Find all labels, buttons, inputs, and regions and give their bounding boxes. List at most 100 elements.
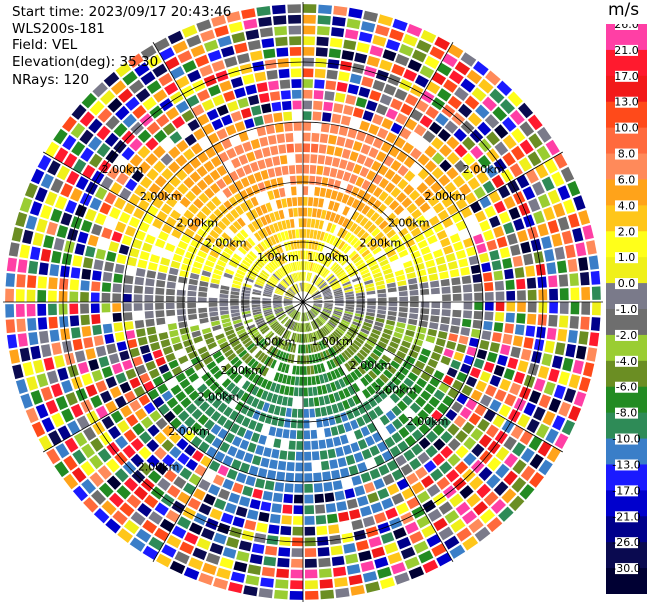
range-gate-cell xyxy=(235,272,245,279)
range-gate-cell xyxy=(319,314,328,321)
range-gate-cell xyxy=(325,503,337,513)
range-gate-cell xyxy=(145,234,156,245)
range-gate-cell xyxy=(303,164,310,174)
range-gate-cell xyxy=(265,225,272,236)
range-gate-cell xyxy=(468,337,480,348)
range-gate-cell xyxy=(394,327,405,334)
range-gate-cell xyxy=(409,531,424,544)
range-gate-cell xyxy=(446,367,458,378)
range-gate-cell xyxy=(331,27,345,38)
range-gate-cell xyxy=(580,272,590,286)
range-gate-cell xyxy=(240,202,249,213)
range-gate-cell xyxy=(343,286,353,291)
range-gate-cell xyxy=(155,462,169,476)
range-gate-cell xyxy=(89,472,104,487)
range-gate-cell xyxy=(135,528,152,543)
range-gate-cell xyxy=(251,455,262,466)
range-gate-cell xyxy=(424,145,437,158)
range-gate-cell xyxy=(527,289,537,301)
range-gate-cell xyxy=(165,352,176,363)
range-gate-cell xyxy=(361,249,371,258)
range-gate-cell xyxy=(255,281,264,287)
range-gate-cell xyxy=(91,369,103,382)
range-gate-cell xyxy=(463,310,473,319)
range-gate-cell xyxy=(387,552,403,565)
range-gate-cell xyxy=(175,372,187,383)
range-gate-cell xyxy=(340,321,349,328)
range-gate-cell xyxy=(374,321,384,328)
range-gate-cell xyxy=(304,558,317,568)
range-gate-cell xyxy=(48,277,58,290)
range-gate-cell xyxy=(390,187,402,198)
range-gate-cell xyxy=(265,315,275,321)
range-gate-cell xyxy=(591,286,601,300)
range-gate-cell xyxy=(441,309,451,317)
range-gate-cell xyxy=(549,302,558,314)
range-gate-cell xyxy=(125,225,137,237)
range-gate-cell xyxy=(365,435,375,447)
range-gate-cell xyxy=(483,229,495,242)
range-gate-cell xyxy=(214,451,226,463)
range-gate-cell xyxy=(323,270,330,278)
range-gate-cell xyxy=(326,69,338,80)
range-gate-cell xyxy=(201,388,213,399)
range-gate-cell xyxy=(366,238,376,248)
range-gate-cell xyxy=(391,492,405,505)
range-gate-cell xyxy=(402,395,413,406)
range-gate-cell xyxy=(19,244,31,259)
instrument-label: WLS200s-181 xyxy=(12,20,105,37)
range-gate-cell xyxy=(206,200,217,212)
range-gate-cell xyxy=(188,372,199,383)
range-gate-cell xyxy=(252,289,262,294)
range-gate-cell xyxy=(289,309,296,317)
range-gate-cell xyxy=(198,291,207,297)
colorbar-tick-label: 2.0 xyxy=(618,225,636,238)
range-gate-cell xyxy=(394,88,408,101)
range-gate-cell xyxy=(365,283,375,289)
range-gate-cell xyxy=(255,206,264,217)
range-gate-cell xyxy=(198,503,212,516)
range-gate-cell xyxy=(183,177,195,189)
range-gate-cell xyxy=(179,467,193,480)
range-gate-cell xyxy=(509,163,523,178)
range-gate-cell xyxy=(343,315,352,321)
range-gate-cell xyxy=(247,174,256,185)
range-gate-cell xyxy=(313,303,322,306)
range-gate-cell xyxy=(255,478,266,489)
range-gate-cell xyxy=(111,231,123,243)
range-gate-cell xyxy=(386,365,397,375)
range-gate-cell xyxy=(446,136,460,150)
range-gate-cell xyxy=(40,248,52,262)
range-gate-cell xyxy=(57,425,71,441)
range-gate-cell xyxy=(170,384,182,396)
range-gate-cell xyxy=(447,423,460,436)
range-gate-cell xyxy=(229,170,239,182)
range-gate-cell xyxy=(353,339,362,348)
range-gate-cell xyxy=(88,136,102,151)
range-gate-cell xyxy=(274,123,284,133)
colorbar-tick-background xyxy=(615,537,638,549)
range-gate-cell xyxy=(363,235,373,245)
range-gate-cell xyxy=(361,192,372,203)
range-gate-cell xyxy=(330,545,343,556)
range-gate-cell xyxy=(199,401,210,412)
range-gate-cell xyxy=(295,164,303,174)
range-gate-cell xyxy=(308,273,313,282)
range-gate-cell xyxy=(286,276,293,284)
range-gate-cell xyxy=(243,429,254,440)
range-gate-cell xyxy=(308,197,314,206)
range-gate-cell xyxy=(381,240,391,249)
range-gate-cell xyxy=(256,376,265,386)
range-gate-cell xyxy=(485,384,497,397)
range-gate-cell xyxy=(135,268,146,277)
range-gate-cell xyxy=(333,392,341,402)
range-gate-cell xyxy=(274,166,282,177)
range-gate-cell xyxy=(250,265,260,273)
range-gate-cell xyxy=(286,331,292,340)
range-gate-cell xyxy=(294,376,300,386)
range-gate-cell xyxy=(305,569,318,579)
range-ring-label: 2.00km xyxy=(140,190,182,203)
range-gate-cell xyxy=(357,439,368,450)
range-gate-cell xyxy=(447,261,458,270)
range-gate-cell xyxy=(305,312,309,321)
